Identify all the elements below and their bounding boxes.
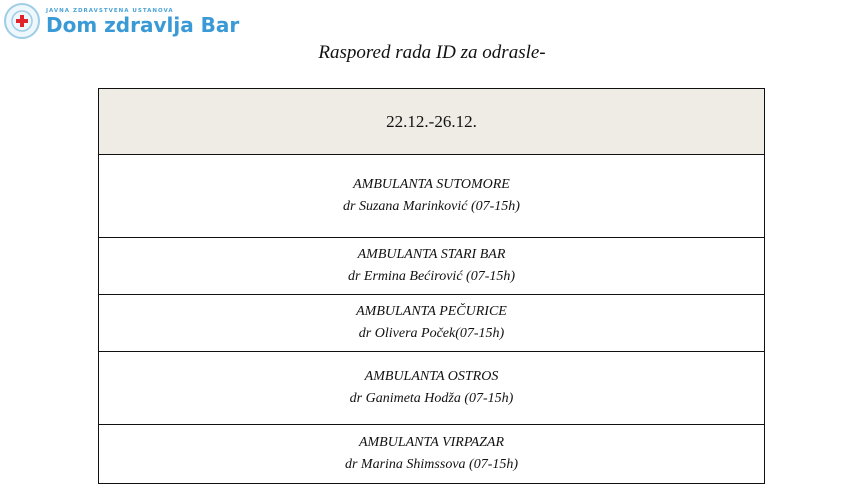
date-range-header: 22.12.-26.12.	[98, 88, 765, 155]
clinic-name: AMBULANTA VIRPAZAR	[358, 435, 505, 450]
table-row: AMBULANTA VIRPAZAR dr Marina Shimssova (0…	[98, 424, 765, 484]
logo[interactable]: JAVNA ZDRAVSTVENA USTANOVA Dom zdravlja …	[4, 3, 239, 39]
doctor-name: dr Ganimeta Hodža (07-15h)	[349, 391, 514, 406]
doctor-name: dr Marina Shimssova (07-15h)	[344, 457, 519, 472]
logo-subtitle: JAVNA ZDRAVSTVENA USTANOVA	[46, 7, 174, 14]
clinic-name: AMBULANTA STARI BAR	[357, 247, 506, 262]
table-row: AMBULANTA SUTOMORE dr Suzana Marinković (…	[98, 154, 765, 238]
doctor-name: dr Ermina Bećirović (07-15h)	[347, 269, 516, 284]
doctor-name: dr Olivera Poček(07-15h)	[358, 326, 505, 341]
table-row: AMBULANTA PEČURICE dr Olivera Poček(07-15…	[98, 294, 765, 352]
clinic-name: AMBULANTA SUTOMORE	[353, 177, 510, 192]
table-row: AMBULANTA STARI BAR dr Ermina Bećirović (…	[98, 237, 765, 295]
clinic-name: AMBULANTA PEČURICE	[356, 304, 507, 319]
logo-name: Dom zdravlja Bar	[46, 12, 240, 37]
schedule-table: 22.12.-26.12. AMBULANTA SUTOMORE dr Suzan…	[98, 88, 765, 484]
page-title: Raspored rada ID za odrasle-	[318, 42, 546, 63]
table-row: AMBULANTA OSTROS dr Ganimeta Hodža (07-15…	[98, 351, 765, 425]
doctor-name: dr Suzana Marinković (07-15h)	[343, 199, 520, 214]
clinic-name: AMBULANTA OSTROS	[364, 369, 499, 384]
logo-emblem-icon	[4, 3, 40, 39]
